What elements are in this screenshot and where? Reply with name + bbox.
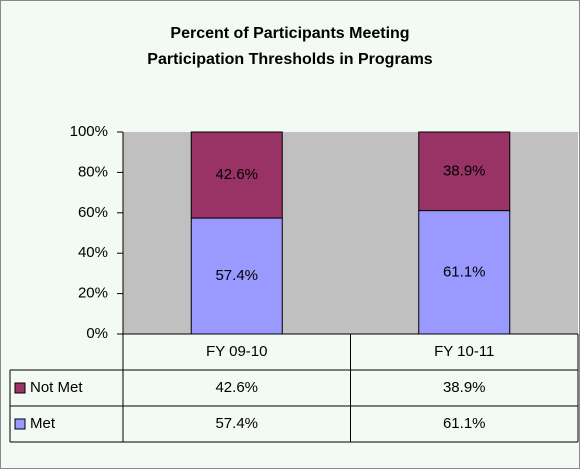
data-label: 61.1% [443, 263, 486, 280]
data-label: 57.4% [215, 267, 258, 284]
y-tick-label: 20% [78, 285, 108, 302]
data-label: 38.9% [443, 162, 486, 179]
chart-title: Participation Thresholds in Programs [147, 51, 432, 68]
y-tick-label: 80% [78, 163, 108, 180]
table-value: 57.4% [215, 415, 258, 432]
x-tick-label: FY 09-10 [206, 343, 267, 360]
chart-title: Percent of Participants Meeting [170, 25, 409, 42]
y-tick-label: 100% [70, 123, 108, 140]
bar-segment [418, 131, 511, 212]
legend-key [14, 418, 26, 430]
legend-key [14, 382, 26, 394]
x-tick-label: FY 10-11 [434, 343, 494, 360]
legend-label: Met [30, 415, 56, 432]
legend-label: Not Met [30, 379, 83, 396]
y-tick-label: 40% [78, 244, 108, 261]
bar-segment [190, 131, 283, 219]
y-tick-label: 60% [78, 204, 108, 221]
y-tick-label: 0% [86, 325, 108, 342]
table-value: 38.9% [443, 379, 486, 396]
table-value: 61.1% [443, 415, 486, 432]
data-label: 42.6% [215, 166, 258, 183]
table-value: 42.6% [215, 379, 258, 396]
